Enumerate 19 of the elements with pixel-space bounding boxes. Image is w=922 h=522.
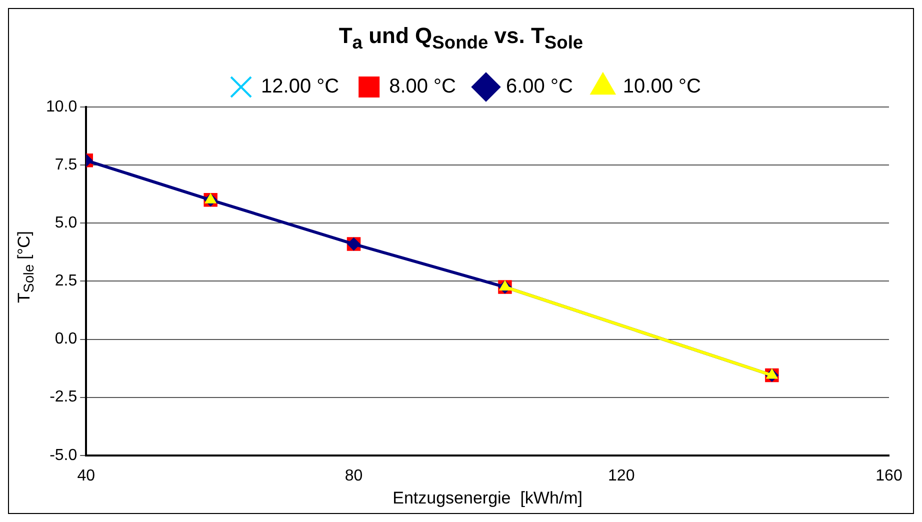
legend-label: 6.00 °C (506, 76, 573, 98)
point (499, 280, 511, 291)
y-tick-label: -2.5 (50, 388, 78, 406)
point (766, 368, 778, 379)
x-axis-title: Entzugsenergie [kWh/m] (392, 488, 583, 508)
legend-label: 12.00 °C (261, 76, 340, 98)
y-tick-label: 5.0 (54, 214, 78, 232)
y-tick-label: 0.0 (54, 330, 78, 348)
x-tick-label: 160 (876, 467, 902, 484)
chart-title: T$_{a}$ und Q$_{Sonde}$ vs. T$_{Sole}$ (338, 23, 584, 54)
y-tick-label: -5.0 (50, 446, 78, 464)
x-tick-label: 80 (344, 467, 363, 484)
x-tick-label: 40 (77, 467, 96, 484)
legend-label: 8.00 °C (389, 76, 456, 98)
y-tick-label: 7.5 (54, 156, 78, 174)
x-tick-label: 120 (608, 467, 635, 484)
y-tick-label: 10.0 (46, 98, 78, 116)
legend-label: 10.00 °C (622, 76, 701, 98)
y-tick-label: 2.5 (54, 272, 78, 290)
